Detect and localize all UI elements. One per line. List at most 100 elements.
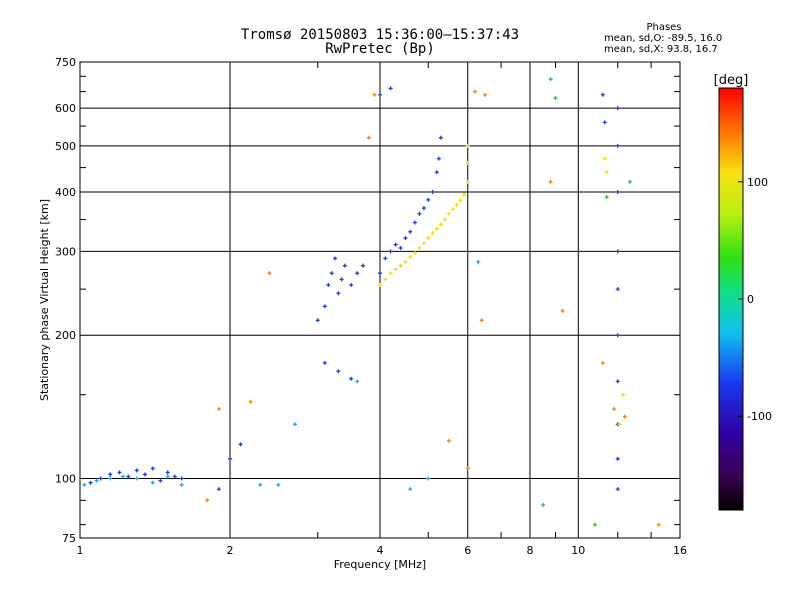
chart-title: Tromsø 20150803 15:36:00–15:37:43: [240, 27, 520, 43]
data-point-s3-2: [248, 399, 253, 404]
data-point-s0-36: [412, 220, 417, 225]
data-point-s0-10: [172, 474, 177, 479]
data-point-s2-9: [276, 482, 281, 487]
data-point-s3-12: [560, 308, 565, 313]
data-point-s0-0: [88, 480, 93, 485]
data-point-s0-33: [398, 246, 403, 251]
data-point-s0-27: [336, 369, 341, 374]
data-point-s0-16: [322, 304, 327, 309]
data-point-s0-6: [142, 472, 147, 477]
data-point-s0-46: [615, 106, 620, 111]
y-axis-label: Stationary phase Virtual Height [km]: [38, 199, 51, 401]
data-point-s4-3: [628, 179, 633, 184]
data-point-s0-47: [615, 143, 620, 148]
data-point-s0-4: [126, 474, 131, 479]
data-point-s0-21: [339, 277, 344, 282]
data-point-s4-1: [553, 96, 558, 101]
data-point-s4-2: [604, 195, 609, 200]
data-point-s0-20: [336, 291, 341, 296]
data-point-s0-42: [436, 156, 441, 161]
data-point-s2-2: [108, 476, 113, 481]
y-tick-label-300: 300: [55, 245, 76, 258]
data-point-s1-23: [602, 156, 607, 161]
data-point-s2-1: [94, 478, 99, 483]
data-point-s2-4: [134, 476, 139, 481]
data-point-s0-18: [329, 271, 334, 276]
data-point-s0-26: [322, 360, 327, 365]
x-tick-label-2: 2: [227, 544, 234, 557]
data-point-s1-17: [454, 202, 459, 207]
data-point-s2-10: [292, 422, 297, 427]
data-point-s1-14: [442, 217, 447, 222]
data-point-s2-5: [150, 480, 155, 485]
data-point-s0-34: [403, 236, 408, 241]
data-point-s0-23: [349, 283, 354, 288]
data-point-s1-7: [412, 250, 417, 255]
data-point-s1-12: [434, 226, 439, 231]
data-point-s0-39: [426, 197, 431, 202]
data-point-s1-5: [403, 260, 408, 265]
data-point-s3-6: [472, 89, 477, 94]
colorbar-tick-label-0: 0: [747, 293, 754, 306]
data-point-s0-24: [355, 271, 360, 276]
data-point-s1-4: [398, 263, 403, 268]
o-mode-stats: mean, sd,O: -89.5, 16.0: [604, 33, 724, 44]
data-point-s0-7: [150, 466, 155, 471]
data-point-s0-17: [326, 283, 331, 288]
data-point-s1-25: [617, 422, 622, 427]
data-point-s0-40: [430, 189, 435, 194]
data-point-s1-0: [378, 283, 382, 288]
data-point-s0-31: [388, 249, 393, 254]
data-point-s0-5: [134, 468, 139, 473]
data-point-s0-35: [408, 229, 413, 234]
data-point-s0-15: [315, 318, 320, 323]
data-point-s0-45: [388, 86, 393, 91]
x-mode-values: 93.8, 16.7: [666, 44, 718, 55]
data-point-s3-0: [205, 498, 210, 503]
data-point-s1-13: [438, 222, 443, 227]
data-point-s0-3: [117, 470, 122, 475]
data-point-s1-19: [462, 192, 467, 197]
y-tick-label-400: 400: [55, 186, 76, 199]
x-tick-label-8: 8: [527, 544, 534, 557]
data-point-s3-5: [372, 92, 377, 97]
data-point-s3-9: [446, 438, 451, 443]
data-point-s0-41: [434, 170, 439, 175]
data-point-s0-37: [417, 211, 422, 216]
y-tick-label-500: 500: [55, 140, 76, 153]
data-point-s0-57: [602, 120, 607, 125]
colorbar-label: [deg]: [714, 73, 749, 88]
data-point-s4-4: [541, 502, 546, 507]
data-point-s0-51: [615, 333, 620, 338]
data-point-s1-26: [621, 392, 626, 397]
data-point-s4-5: [592, 522, 597, 527]
data-point-s3-15: [622, 414, 627, 419]
data-point-s0-49: [615, 249, 620, 254]
data-point-s0-29: [378, 271, 382, 276]
data-point-s0-44: [378, 92, 382, 97]
data-point-s0-11: [179, 476, 184, 481]
data-point-s0-19: [333, 256, 338, 261]
data-point-s0-8: [158, 478, 163, 483]
data-point-s2-0: [82, 482, 87, 487]
data-point-s0-56: [600, 92, 605, 97]
data-point-s3-4: [366, 135, 371, 140]
data-point-s0-30: [383, 256, 388, 261]
data-points: [82, 77, 661, 527]
phase-statistics: Phases mean, sd,O: -89.5, 16.0 mean, sd,…: [604, 22, 724, 55]
data-point-s0-43: [438, 135, 443, 140]
data-point-s1-8: [417, 246, 422, 251]
colorbar-tick-label--100: -100: [747, 410, 772, 423]
data-point-s0-12: [216, 487, 221, 492]
data-point-s3-13: [600, 360, 605, 365]
data-point-s0-1: [98, 476, 103, 481]
data-point-s3-14: [612, 406, 617, 411]
data-point-s1-16: [450, 207, 455, 212]
y-tick-label-75: 75: [62, 532, 76, 545]
data-point-s0-54: [615, 456, 620, 461]
data-point-s0-13: [228, 456, 232, 461]
y-tick-label-600: 600: [55, 102, 76, 115]
data-point-s0-9: [165, 470, 170, 475]
chart-subtitle: RwPretec (Bp): [325, 41, 435, 57]
y-tick-label-100: 100: [55, 473, 76, 486]
